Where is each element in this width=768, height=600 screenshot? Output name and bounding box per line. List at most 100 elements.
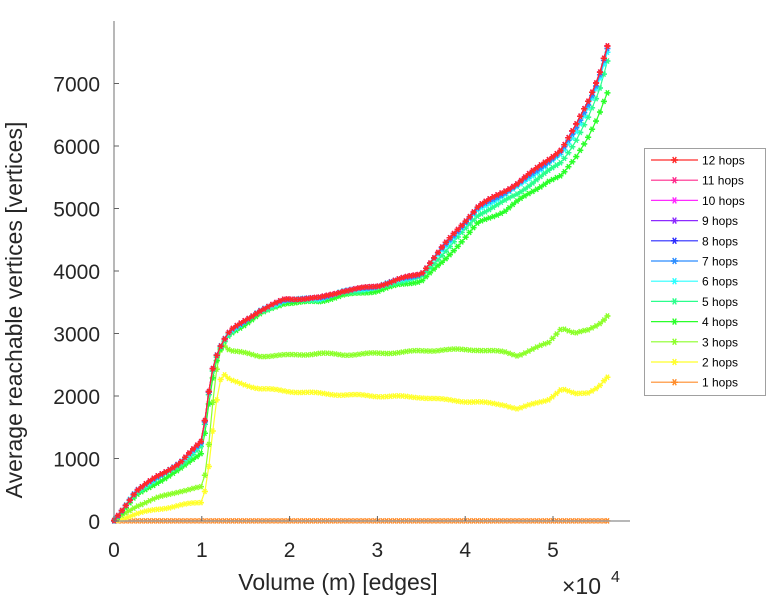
data-point — [288, 389, 295, 396]
data-point — [190, 485, 197, 492]
data-point — [533, 344, 540, 351]
data-point — [134, 503, 141, 510]
data-point — [549, 393, 556, 400]
data-point — [581, 140, 588, 147]
data-point — [533, 176, 540, 183]
data-point — [545, 396, 552, 403]
data-point — [450, 247, 457, 254]
data-point — [197, 499, 204, 506]
data-point — [529, 400, 536, 407]
series-2-hops — [111, 371, 611, 524]
data-point — [482, 216, 489, 223]
data-point — [537, 183, 544, 190]
data-point — [454, 243, 461, 250]
data-point — [217, 376, 224, 383]
data-point — [205, 463, 212, 470]
data-point — [541, 170, 548, 177]
data-point — [557, 387, 564, 393]
data-point — [521, 186, 528, 193]
data-point — [201, 472, 208, 479]
data-point — [178, 501, 185, 508]
data-point — [182, 487, 189, 494]
data-point — [557, 159, 564, 166]
data-point — [197, 450, 204, 457]
data-point — [506, 403, 513, 410]
data-point — [134, 510, 141, 517]
data-point — [272, 352, 279, 359]
data-point — [462, 234, 469, 241]
data-point — [537, 173, 544, 180]
data-point — [490, 400, 497, 407]
data-point — [557, 172, 564, 179]
data-point — [514, 352, 521, 359]
data-point — [249, 384, 256, 391]
data-point — [320, 350, 327, 357]
series-3-hops — [111, 313, 611, 524]
data-point — [209, 399, 216, 406]
data-point — [438, 259, 445, 266]
data-point — [553, 174, 560, 181]
data-point — [213, 396, 220, 403]
data-point — [545, 167, 552, 174]
data-point — [197, 483, 204, 490]
data-point — [486, 206, 493, 213]
data-point — [604, 374, 611, 381]
data-point — [600, 98, 607, 105]
data-point — [585, 326, 592, 333]
data-point — [458, 238, 465, 245]
data-point — [403, 348, 410, 355]
data-point — [593, 118, 600, 125]
data-point — [407, 393, 414, 400]
plot-area — [111, 43, 611, 524]
data-point — [593, 322, 600, 329]
data-point — [379, 350, 386, 357]
series-7-hops — [111, 45, 611, 524]
data-point — [537, 342, 544, 349]
data-point — [525, 183, 532, 190]
data-point — [565, 163, 572, 170]
data-point — [581, 121, 588, 128]
data-point — [585, 114, 592, 121]
data-point — [276, 387, 283, 394]
data-point — [470, 224, 477, 231]
data-point — [419, 277, 426, 284]
data-point — [549, 335, 556, 342]
data-point — [162, 505, 169, 512]
data-point — [553, 331, 560, 337]
data-point — [600, 317, 607, 323]
data-point — [201, 488, 208, 495]
data-point — [446, 251, 453, 258]
data-point — [502, 208, 509, 215]
data-point — [205, 441, 212, 448]
data-point — [142, 499, 149, 506]
data-point — [308, 389, 315, 396]
data-point — [434, 256, 441, 263]
data-point — [541, 181, 548, 188]
data-point — [596, 320, 603, 327]
data-point — [577, 147, 584, 154]
data-point — [514, 198, 521, 204]
data-point — [553, 390, 560, 397]
data-point — [245, 383, 252, 390]
data-point — [596, 109, 603, 115]
data-point — [510, 201, 517, 208]
data-point — [150, 496, 157, 502]
data-point — [312, 389, 319, 396]
data-point — [450, 346, 457, 352]
data-point — [585, 134, 592, 141]
data-point — [474, 347, 481, 354]
data-point — [545, 339, 552, 346]
data-point — [604, 89, 611, 96]
data-point — [466, 229, 473, 236]
data-point — [517, 188, 524, 195]
data-point — [249, 351, 256, 358]
data-point — [442, 255, 449, 262]
data-point — [565, 387, 572, 394]
data-point — [589, 324, 596, 331]
data-point — [158, 493, 165, 500]
series-8-hops — [111, 43, 611, 524]
data-point — [600, 377, 607, 384]
data-point — [241, 349, 248, 356]
data-point — [209, 428, 216, 434]
